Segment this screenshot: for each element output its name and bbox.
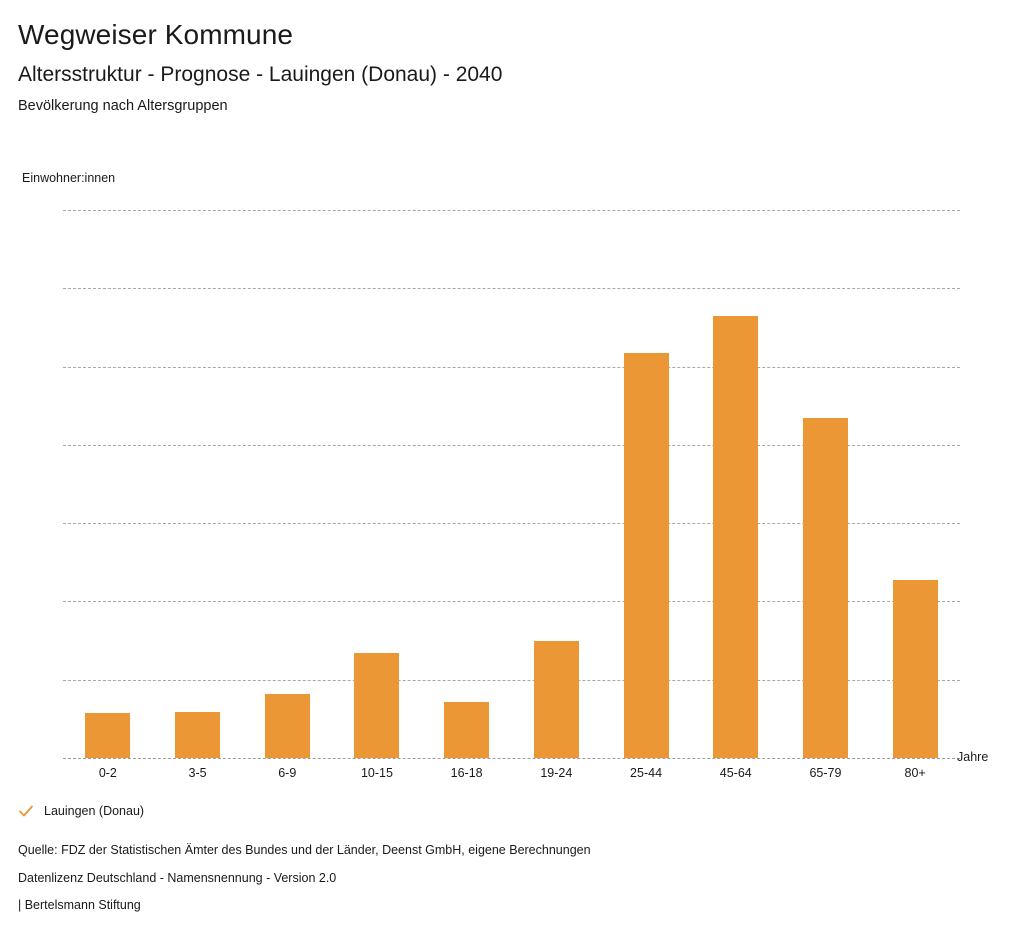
x-axis-tick-label: 45-64 (719, 766, 752, 780)
bar-16-18[interactable] (444, 701, 490, 758)
x-axis-tick-label: 16-18 (450, 766, 483, 780)
footer-source: Quelle: FDZ der Statistischen Ämter des … (18, 843, 591, 857)
bar-45-64[interactable] (713, 315, 759, 758)
x-axis-tick-label: 0-2 (98, 766, 117, 780)
bar-65-79[interactable] (802, 418, 848, 758)
bar-19-24[interactable] (533, 640, 579, 758)
bar-6-9[interactable] (264, 693, 310, 758)
x-axis-tick-label: 65-79 (809, 766, 842, 780)
chart-subtitle: Bevölkerung nach Altersgruppen (18, 97, 228, 114)
bar-3-5[interactable] (175, 711, 221, 758)
gridline (63, 679, 960, 681)
chart-gridlines: 05001.0001.5002.0002.5003.0003.500 (63, 210, 960, 759)
chart-title: Altersstruktur - Prognose - Lauingen (Do… (18, 62, 503, 86)
gridline (63, 210, 960, 211)
x-axis-tick-label: 10-15 (360, 766, 393, 780)
bar-25-44[interactable] (623, 353, 669, 758)
footer-license: Datenlizenz Deutschland - Namensnennung … (18, 870, 337, 885)
x-axis-tick-label: 80+ (904, 766, 926, 780)
gridline (63, 601, 960, 603)
bar-0-2[interactable] (85, 713, 131, 758)
x-axis-tick-label: 25-44 (630, 766, 663, 780)
gridline (63, 758, 960, 759)
x-axis-tick-label: 6-9 (278, 766, 297, 780)
gridline (63, 444, 960, 446)
check-icon (19, 805, 33, 817)
x-axis-title: Jahre (957, 750, 989, 764)
header: Wegweiser Kommune Altersstruktur - Progn… (0, 0, 1024, 114)
footer: Quelle: FDZ der Statistischen Ämter des … (18, 843, 918, 926)
brand-title: Wegweiser Kommune (18, 19, 294, 50)
chart-plot-area: Einwohner:innen 05001.0001.5002.0002.500… (0, 160, 1024, 800)
chart-bars (63, 210, 960, 758)
legend-item-label: Lauingen (Donau) (44, 804, 145, 818)
x-axis-tick-label: 3-5 (188, 766, 207, 780)
x-axis-labels: 0-2 3-5 6-9 10-15 16-18 19-24 25-44 45-64 65-79 8… (63, 766, 960, 788)
bar-80+[interactable] (892, 579, 938, 758)
x-axis-tick-label: 19-24 (540, 766, 573, 780)
chart-legend[interactable]: Lauingen (Donau) (18, 803, 144, 819)
gridline (63, 523, 960, 525)
footer-publisher: | Bertelsmann Stiftung (18, 898, 141, 912)
gridline (63, 288, 960, 290)
y-axis-title: Einwohner:innen (22, 171, 116, 185)
gridline (63, 366, 960, 368)
bar-10-15[interactable] (354, 653, 400, 758)
